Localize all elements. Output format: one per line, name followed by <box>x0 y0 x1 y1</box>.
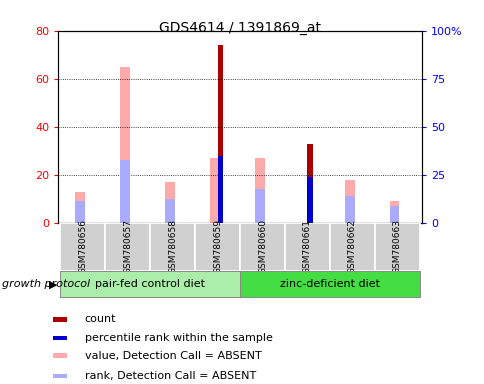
Text: GSM780659: GSM780659 <box>212 219 222 274</box>
Text: GSM780660: GSM780660 <box>257 219 267 274</box>
Text: GSM780658: GSM780658 <box>168 219 177 274</box>
Bar <box>120 161 130 223</box>
Bar <box>53 317 67 322</box>
Bar <box>120 67 130 223</box>
Bar <box>210 158 219 223</box>
Text: GSM780662: GSM780662 <box>347 219 356 274</box>
Text: GSM780657: GSM780657 <box>123 219 132 274</box>
Bar <box>389 201 399 223</box>
Bar <box>344 196 354 223</box>
Bar <box>307 177 312 223</box>
Bar <box>240 223 285 271</box>
Text: GSM780661: GSM780661 <box>302 219 311 274</box>
Text: ▶: ▶ <box>48 279 57 289</box>
Bar <box>195 223 240 271</box>
Bar <box>165 182 175 223</box>
Bar <box>53 374 67 378</box>
Text: growth protocol: growth protocol <box>2 279 91 289</box>
Text: GSM780656: GSM780656 <box>78 219 87 274</box>
Bar <box>53 336 67 341</box>
Text: GSM780663: GSM780663 <box>392 219 401 274</box>
Bar <box>217 156 223 223</box>
Bar <box>255 158 264 223</box>
Bar <box>53 353 67 358</box>
Bar <box>285 223 329 271</box>
Text: rank, Detection Call = ABSENT: rank, Detection Call = ABSENT <box>85 371 256 381</box>
Bar <box>329 223 374 271</box>
Bar <box>307 144 312 223</box>
Bar <box>150 223 195 271</box>
Bar <box>217 45 223 223</box>
Bar <box>60 270 240 297</box>
Bar <box>165 199 175 223</box>
Text: percentile rank within the sample: percentile rank within the sample <box>85 333 272 343</box>
Bar <box>374 223 419 271</box>
Text: GDS4614 / 1391869_at: GDS4614 / 1391869_at <box>159 21 320 35</box>
Bar <box>75 201 85 223</box>
Bar <box>344 180 354 223</box>
Bar <box>105 223 150 271</box>
Bar <box>389 206 399 223</box>
Text: zinc-deficient diet: zinc-deficient diet <box>279 279 379 289</box>
Bar <box>75 192 85 223</box>
Bar <box>60 223 105 271</box>
Text: value, Detection Call = ABSENT: value, Detection Call = ABSENT <box>85 351 261 361</box>
Bar <box>255 189 264 223</box>
Text: count: count <box>85 314 116 324</box>
Bar <box>240 270 419 297</box>
Text: pair-fed control diet: pair-fed control diet <box>95 279 205 289</box>
